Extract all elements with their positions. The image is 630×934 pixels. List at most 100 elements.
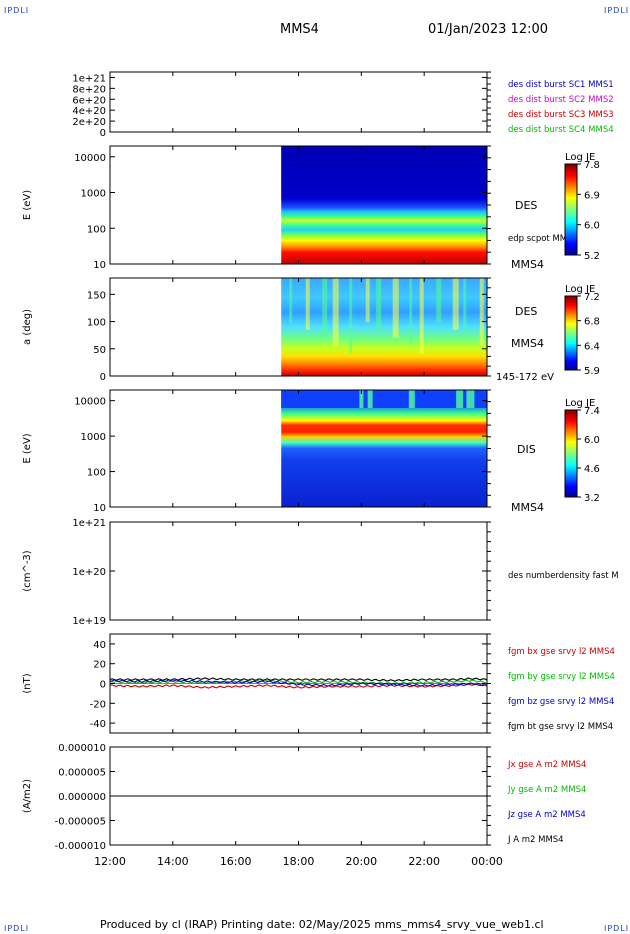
ylabel-p3: a (deg) — [22, 309, 33, 345]
ytick-label: 1000 — [81, 432, 106, 443]
pitch-angle-streak — [463, 278, 467, 338]
corner-label-top-left: IPDLI — [4, 6, 30, 15]
legend-entry: fgm bt gse srvy l2 MMS4 — [508, 722, 613, 732]
colorbar-tick-label: 6.0 — [584, 435, 600, 446]
ytick-label: 1e+19 — [72, 616, 106, 627]
colorbar-title: Log JE — [565, 398, 595, 409]
datetime-title: 01/Jan/2023 12:00 — [428, 22, 549, 37]
pitch-angle-streak — [305, 278, 310, 330]
colorbar-tick-label: 4.6 — [584, 464, 600, 475]
ytick-label: 0.000000 — [58, 792, 106, 803]
heatmap-low-flux-band — [281, 146, 487, 198]
pitch-angle-streak — [376, 278, 382, 330]
colorbar-tick-label: 5.9 — [584, 366, 600, 377]
heatmap-p3 — [281, 278, 487, 376]
overlay-label: edp scpot MMS4 — [508, 234, 578, 244]
legend-entry: Jx gse A m2 MMS4 — [507, 760, 586, 770]
xtick-label: 14:00 — [157, 855, 189, 868]
xtick-label: 12:00 — [94, 855, 126, 868]
colorbar-tick-label: 3.2 — [584, 493, 600, 504]
pitch-angle-streak — [289, 278, 293, 323]
ytick-label: 8e+20 — [72, 84, 106, 95]
dis-burst-streak — [367, 390, 373, 408]
ytick-label: -20 — [90, 699, 106, 710]
colorbar-title: Log JE — [565, 284, 595, 295]
legend-entry: Jz gse A m2 MMS4 — [507, 810, 586, 820]
ytick-label: 0 — [100, 680, 106, 691]
ytick-label: 10 — [93, 260, 106, 271]
ytick-label: 0.000005 — [58, 768, 106, 779]
colorbar-tick-label: 5.2 — [584, 251, 600, 262]
legend-entry: fgm by gse srvy l2 MMS4 — [508, 672, 615, 682]
colorbar-tick-label: 6.8 — [584, 317, 600, 328]
colorbar-tick-label: 6.9 — [584, 190, 600, 201]
ytick-label: 4e+20 — [72, 106, 106, 117]
ylabel-p5: (cm^-3) — [22, 550, 33, 591]
colorbar-tick-label: 6.0 — [584, 221, 600, 232]
ylabel-p4: E (eV) — [22, 433, 33, 463]
ytick-label: -0.000010 — [55, 841, 106, 852]
pitch-angle-streak — [392, 278, 399, 338]
pitch-angle-streak — [349, 278, 353, 354]
legend-entry: fgm bz gse srvy l2 MMS4 — [508, 697, 614, 707]
pitch-angle-streak — [332, 278, 339, 346]
colorbar — [564, 409, 578, 498]
ytick-label: 10 — [93, 503, 106, 514]
ytick-label: 150 — [87, 290, 106, 301]
dis-high-energy-band — [281, 390, 487, 408]
pitch-angle-streak — [322, 278, 328, 338]
ytick-label: 100 — [87, 468, 106, 479]
series-line — [109, 683, 488, 689]
colorbar-tick-label: 7.4 — [584, 406, 600, 417]
ytick-label: -0.000005 — [55, 817, 106, 828]
colorbar-title: Log JE — [565, 152, 595, 163]
dis-burst-streak — [466, 390, 475, 408]
corner-label-bottom-right: IPDLI — [604, 924, 630, 933]
dis-burst-streak — [456, 390, 464, 408]
pitch-angle-streak — [365, 278, 370, 323]
ytick-label: 0 — [100, 128, 106, 139]
ytick-label: 0.000010 — [58, 743, 106, 754]
pitch-angle-streak — [419, 278, 424, 354]
heatmap-p4 — [281, 390, 487, 507]
colorbar-tick-label: 6.4 — [584, 341, 600, 352]
side-label: 145-172 eV — [496, 372, 554, 383]
ytick-label: 1000 — [81, 189, 106, 200]
dis-burst-streak — [408, 390, 415, 408]
ylabel-p6: (nT) — [22, 673, 33, 693]
ytick-label: 1e+21 — [72, 73, 106, 84]
colorbar-tick-label: 7.2 — [584, 292, 600, 303]
corner-label-bottom-left: IPDLI — [4, 924, 30, 933]
ylabel-p7: (A/m2) — [22, 779, 33, 813]
ytick-label: 40 — [93, 640, 106, 651]
ytick-label: 100 — [87, 224, 106, 235]
xtick-label: 16:00 — [220, 855, 252, 868]
xtick-label: 18:00 — [283, 855, 315, 868]
ytick-label: 10000 — [74, 153, 106, 164]
side-label: DES — [515, 305, 537, 318]
side-label: MMS4 — [511, 501, 544, 514]
legend-entry: des dist burst SC2 MMS2 — [508, 95, 614, 105]
panel-frame-p1 — [109, 71, 488, 133]
ytick-label: 100 — [87, 318, 106, 329]
ytick-label: 1e+20 — [72, 567, 106, 578]
legend-entry: des numberdensity fast M — [508, 571, 619, 581]
series-line — [109, 679, 488, 687]
colorbar — [564, 163, 578, 256]
ytick-label: 50 — [93, 345, 106, 356]
ytick-label: 10000 — [74, 397, 106, 408]
xtick-label: 20:00 — [345, 855, 377, 868]
pitch-angle-streak — [409, 278, 413, 346]
side-label: DES — [515, 199, 537, 212]
pitch-angle-streak — [436, 278, 442, 323]
corner-label-top-right: IPDLI — [604, 6, 630, 15]
legend-entry: des dist burst SC1 MMS1 — [508, 80, 614, 90]
xtick-label: 22:00 — [408, 855, 440, 868]
side-label: MMS4 — [511, 258, 544, 271]
legend-entry: des dist burst SC3 MMS3 — [508, 110, 614, 120]
ytick-label: 0 — [100, 372, 106, 383]
pitch-angle-streak — [452, 278, 459, 330]
legend-entry: des dist burst SC4 MMS4 — [508, 125, 614, 135]
ytick-label: 2e+20 — [72, 117, 106, 128]
